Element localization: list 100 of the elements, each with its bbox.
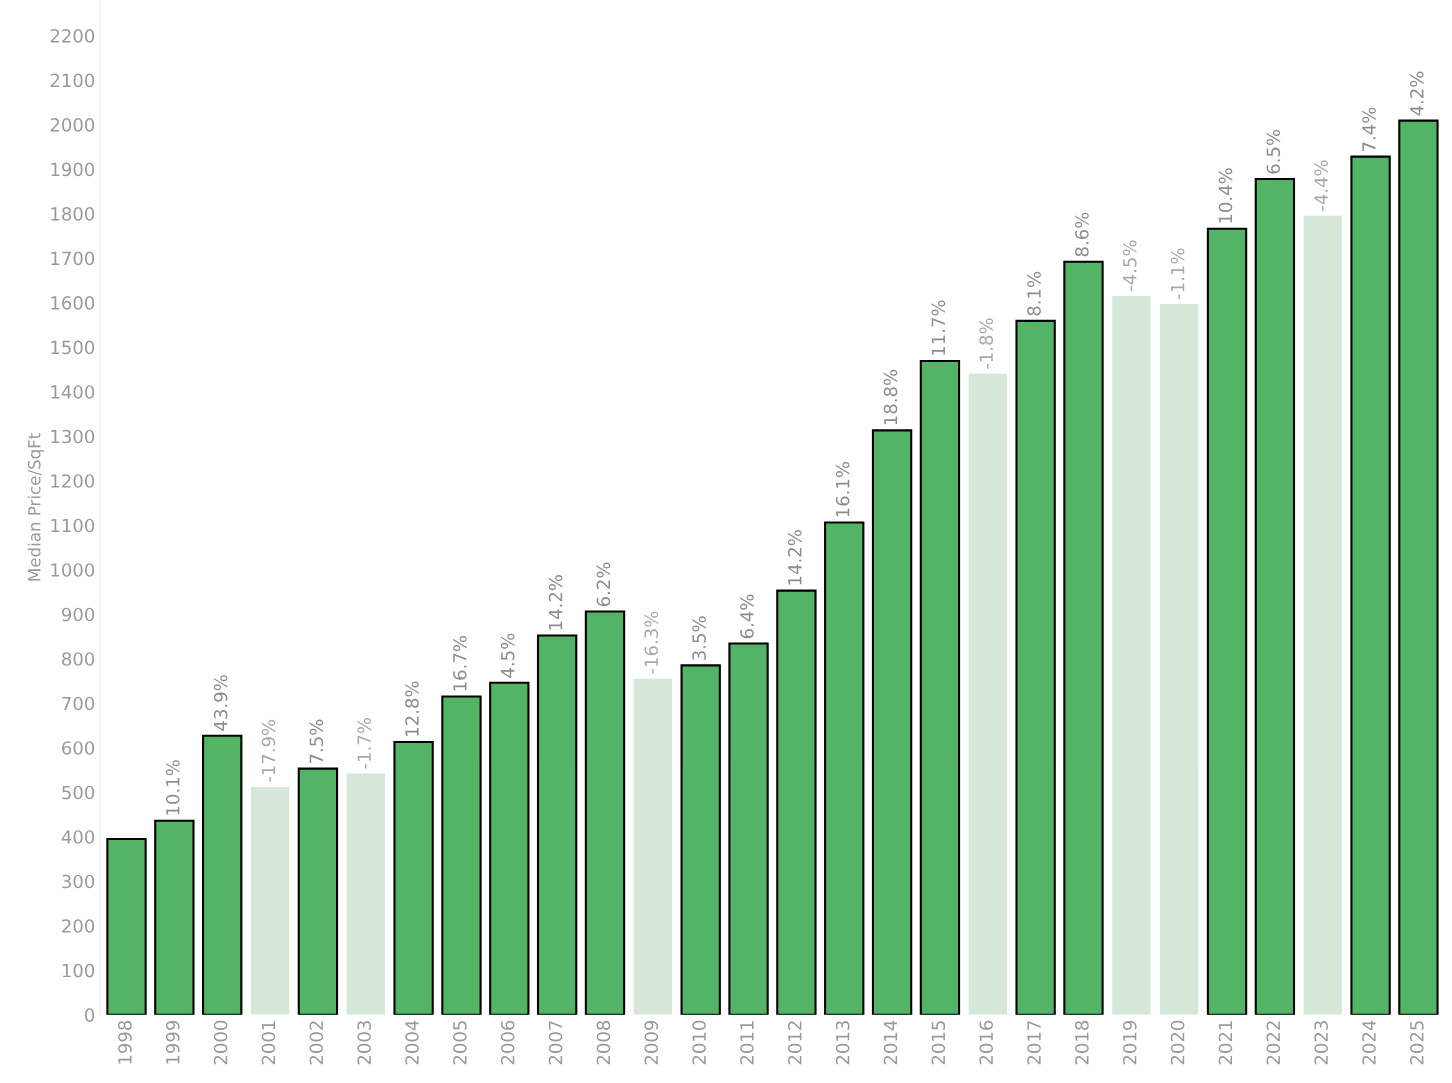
x-tick-label: 2022 bbox=[1266, 1021, 1281, 1065]
y-tick-label: 600 bbox=[62, 741, 95, 755]
annotation: 7.4% bbox=[1362, 107, 1376, 152]
y-tick-label: 1200 bbox=[51, 474, 95, 488]
annotation: 6.5% bbox=[1266, 129, 1281, 174]
bar bbox=[919, 359, 961, 1015]
annotation: 4.5% bbox=[500, 633, 515, 678]
bar bbox=[297, 767, 339, 1015]
annotation: 8.1% bbox=[1027, 271, 1041, 316]
x-tick-label: 2017 bbox=[1027, 1021, 1041, 1065]
x-tick-label: 2003 bbox=[357, 1021, 371, 1065]
annotation: 16.1% bbox=[835, 461, 850, 517]
annotation: 8.6% bbox=[1075, 212, 1089, 257]
y-tick-label: 1800 bbox=[51, 207, 95, 221]
y-tick-label: 1400 bbox=[51, 385, 95, 399]
bar bbox=[824, 521, 865, 1015]
x-tick-label: 2008 bbox=[596, 1020, 611, 1065]
bar bbox=[106, 837, 147, 1015]
y-tick-label: 1100 bbox=[51, 518, 95, 533]
bar bbox=[776, 589, 817, 1015]
y-tick-label: 1500 bbox=[51, 340, 95, 355]
y-tick-label: 900 bbox=[62, 607, 95, 622]
bar bbox=[1063, 260, 1104, 1015]
x-tick-label: 2011 bbox=[740, 1021, 754, 1065]
x-tick-label: 2015 bbox=[931, 1021, 946, 1065]
bar bbox=[633, 678, 672, 1015]
bar bbox=[728, 642, 769, 1015]
y-tick-label: 500 bbox=[62, 785, 95, 800]
annotation: 12.8% bbox=[405, 681, 419, 736]
bar bbox=[871, 429, 913, 1015]
y-tick-label: 2000 bbox=[50, 118, 95, 132]
y-tick-label: 1000 bbox=[51, 563, 95, 577]
annotation: 14.2% bbox=[787, 530, 802, 585]
annotation: 14.2% bbox=[548, 575, 563, 630]
annotation: 3.5% bbox=[692, 616, 706, 660]
bar bbox=[1015, 319, 1056, 1015]
x-tick-label: 2007 bbox=[548, 1021, 563, 1065]
bar bbox=[250, 786, 290, 1015]
x-tick-label: 2025 bbox=[1410, 1021, 1424, 1065]
x-tick-label: 1998 bbox=[118, 1020, 132, 1064]
bar bbox=[393, 740, 434, 1015]
x-tick-label: 2023 bbox=[1314, 1021, 1328, 1065]
annotation: -1.1% bbox=[1170, 248, 1185, 299]
y-tick-label: 2100 bbox=[50, 73, 95, 88]
y-tick-label: 1700 bbox=[51, 251, 95, 266]
x-tick-label: 2000 bbox=[213, 1020, 228, 1065]
y-tick-label: 400 bbox=[61, 830, 95, 844]
y-tick-label: 300 bbox=[62, 874, 95, 889]
annotation: 10.4% bbox=[1218, 168, 1233, 223]
bar bbox=[346, 773, 385, 1015]
annotation: -4.4% bbox=[1314, 160, 1328, 211]
bar bbox=[1112, 295, 1151, 1015]
bar bbox=[680, 664, 721, 1015]
annotation: 10.1% bbox=[165, 760, 180, 815]
x-tick-label: 2014 bbox=[883, 1020, 898, 1065]
annotation: 16.7% bbox=[453, 636, 467, 691]
bar bbox=[489, 681, 530, 1015]
x-tick-label: 2010 bbox=[692, 1020, 706, 1065]
x-tick-label: 2004 bbox=[405, 1020, 419, 1065]
annotation: 11.7% bbox=[931, 300, 946, 355]
y-tick-label: 700 bbox=[62, 696, 95, 711]
bar bbox=[202, 734, 243, 1015]
x-tick-label: 2012 bbox=[787, 1021, 802, 1065]
x-tick-label: 1999 bbox=[165, 1020, 180, 1064]
annotation: -17.9% bbox=[261, 719, 276, 782]
annotation: -16.3% bbox=[644, 611, 659, 674]
x-tick-label: 2001 bbox=[261, 1021, 276, 1065]
y-axis-title: Median Price/SqFt bbox=[27, 433, 44, 581]
y-tick-label: 200 bbox=[62, 919, 95, 933]
x-tick-label: 2013 bbox=[835, 1021, 850, 1065]
bar bbox=[968, 373, 1007, 1015]
y-tick-label: 1600 bbox=[51, 296, 95, 310]
x-tick-label: 2024 bbox=[1362, 1020, 1376, 1065]
x-tick-label: 2009 bbox=[644, 1020, 659, 1065]
bar bbox=[1303, 215, 1342, 1015]
bar bbox=[1206, 227, 1248, 1015]
bar bbox=[1350, 155, 1391, 1015]
annotation: 18.8% bbox=[883, 369, 898, 425]
y-tick-label: 0 bbox=[85, 1008, 95, 1022]
annotation: 7.5% bbox=[309, 719, 324, 763]
x-tick-label: 2016 bbox=[979, 1020, 994, 1065]
y-tick-label: 1900 bbox=[51, 162, 95, 177]
annotation: -4.5% bbox=[1122, 240, 1137, 291]
annotation: 43.9% bbox=[213, 675, 228, 731]
annotation: 4.2% bbox=[1410, 71, 1424, 116]
bar bbox=[536, 634, 578, 1015]
bar bbox=[584, 610, 626, 1015]
x-tick-label: 2006 bbox=[500, 1020, 515, 1065]
bar bbox=[1398, 119, 1439, 1015]
bar bbox=[1160, 303, 1199, 1015]
bar bbox=[154, 819, 195, 1015]
x-tick-label: 2018 bbox=[1075, 1020, 1089, 1065]
annotation: 6.2% bbox=[596, 562, 611, 607]
x-tick-label: 2002 bbox=[309, 1021, 324, 1065]
x-tick-label: 2005 bbox=[453, 1021, 467, 1065]
bar bbox=[441, 695, 482, 1015]
y-tick-label: 100 bbox=[62, 963, 95, 978]
y-tick-label: 2200 bbox=[50, 29, 95, 43]
annotation: -1.8% bbox=[979, 318, 994, 369]
x-tick-label: 2019 bbox=[1122, 1020, 1137, 1065]
